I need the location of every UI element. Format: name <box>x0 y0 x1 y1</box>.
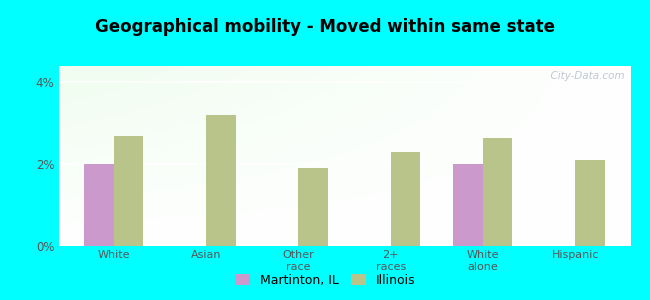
Bar <box>575 160 604 246</box>
Bar <box>298 168 328 246</box>
Bar <box>84 164 114 246</box>
Bar <box>483 138 512 246</box>
Text: Geographical mobility - Moved within same state: Geographical mobility - Moved within sam… <box>95 18 555 36</box>
Text: City-Data.com: City-Data.com <box>544 71 625 81</box>
Bar <box>453 164 483 246</box>
Bar <box>114 136 144 246</box>
Legend: Martinton, IL, Illinois: Martinton, IL, Illinois <box>231 270 419 291</box>
Bar <box>206 115 236 246</box>
Bar <box>391 152 420 246</box>
